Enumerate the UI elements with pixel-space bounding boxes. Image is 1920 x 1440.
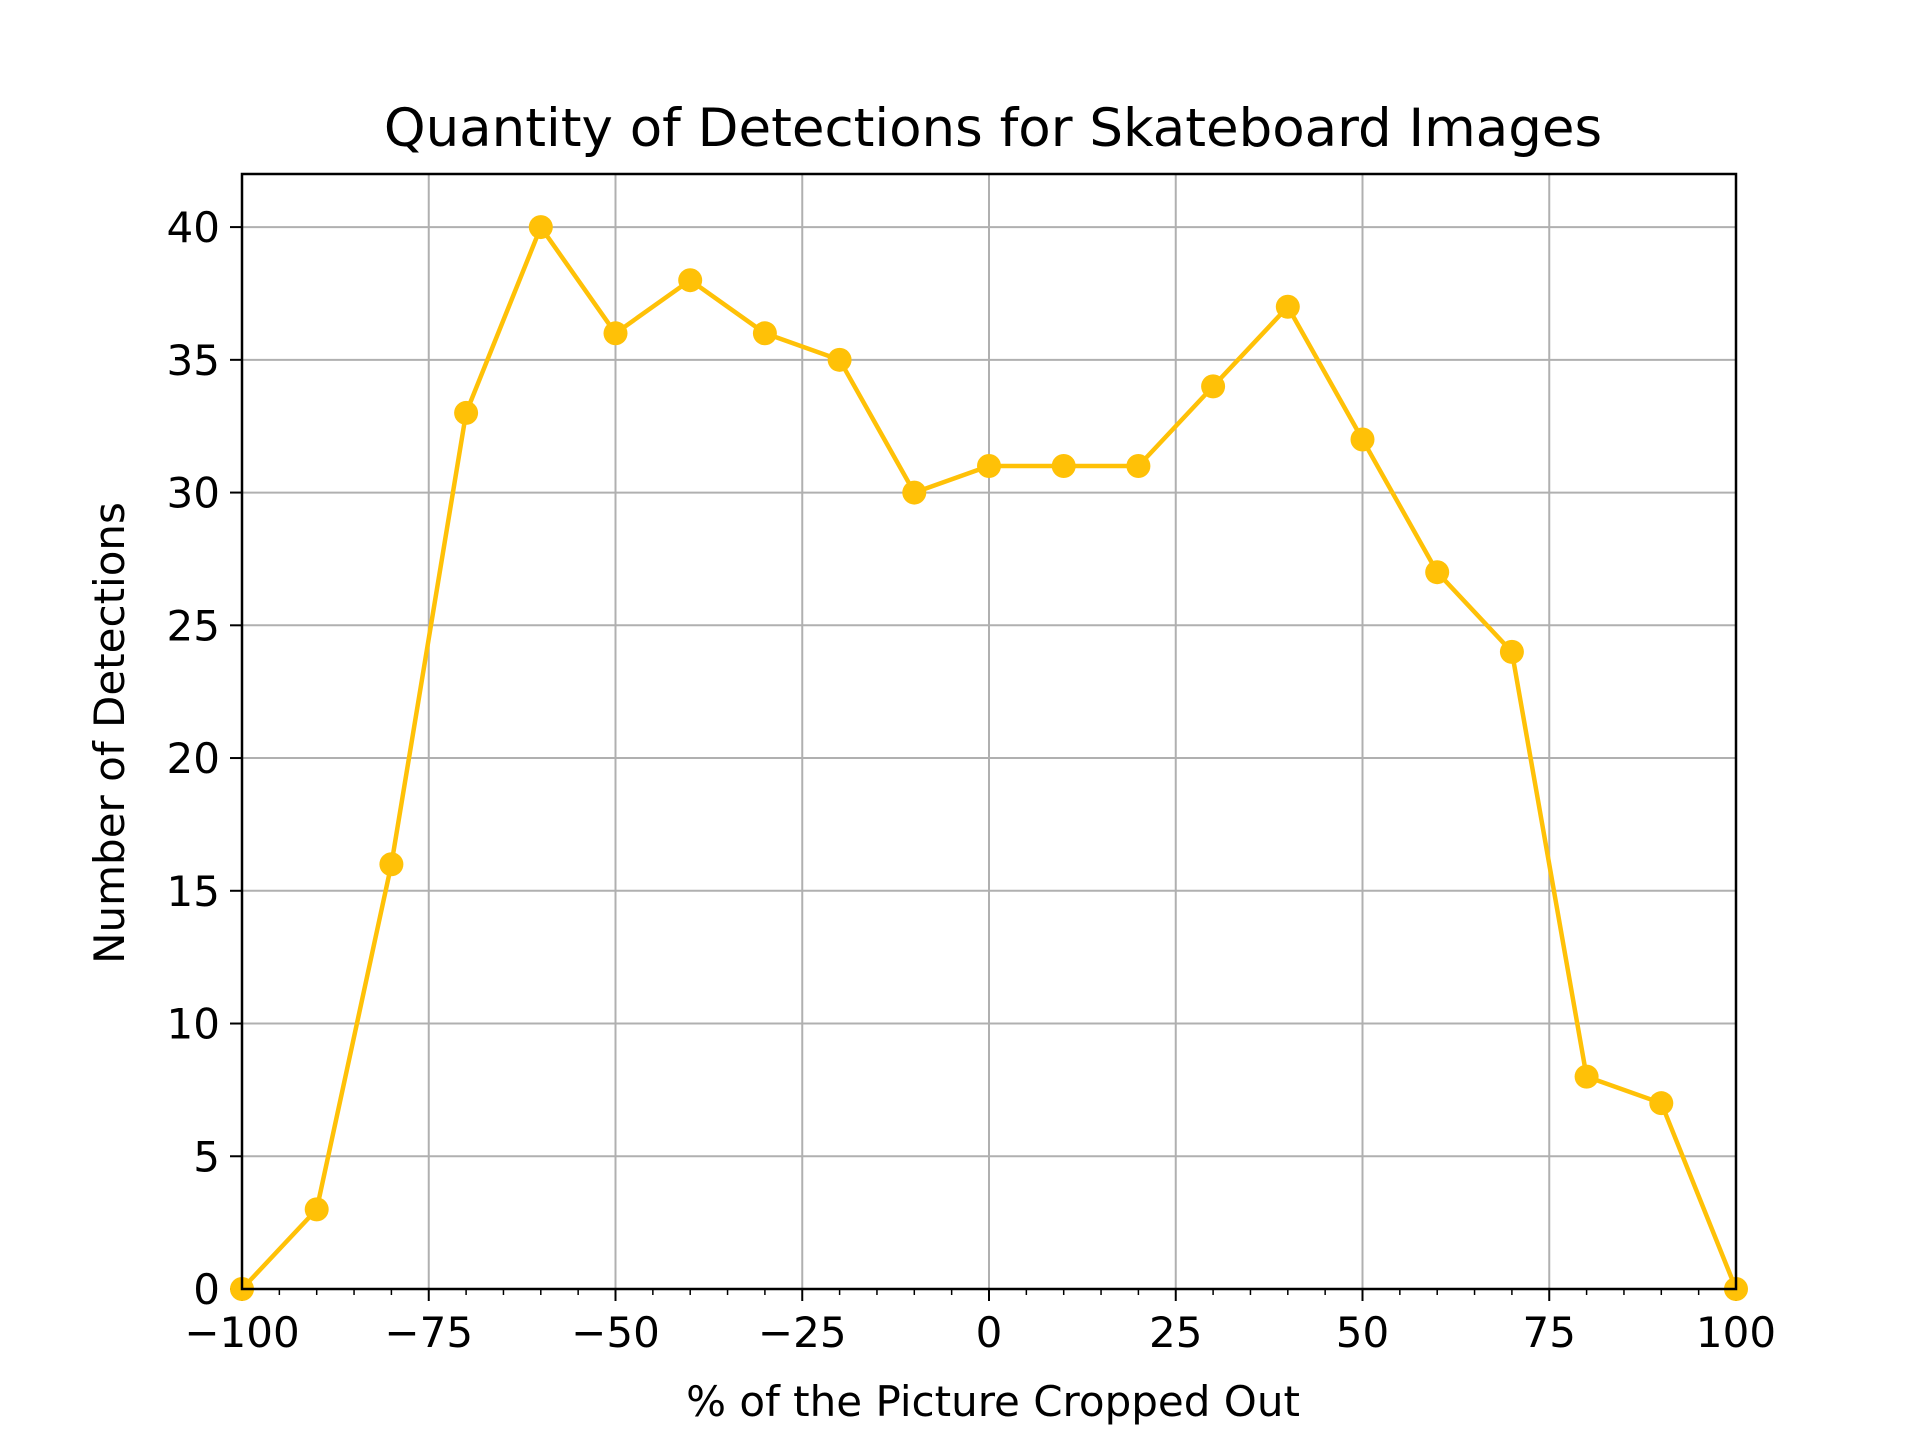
x-tick-label: 50	[1336, 1308, 1389, 1357]
data-point	[1051, 454, 1076, 479]
data-point	[454, 400, 479, 425]
plot-frame	[240, 172, 1738, 1291]
y-tick-label: 35	[167, 336, 220, 385]
y-tick-label: 20	[167, 734, 220, 783]
x-tick-label: 75	[1523, 1308, 1576, 1357]
data-point	[1499, 639, 1524, 664]
ticks: −100 −75 −50 −25 0 25 50 75 100 0 5 10 15 20 25 30 35 40	[167, 203, 1777, 1357]
data-point	[528, 215, 553, 240]
data-point	[902, 480, 927, 505]
data-point	[1425, 560, 1450, 585]
grid	[241, 174, 1737, 1290]
data-point	[603, 321, 628, 346]
x-tick-label: −25	[758, 1308, 847, 1357]
x-tick-label: 0	[976, 1308, 1003, 1357]
data-point	[1126, 454, 1151, 479]
data-point	[1574, 1064, 1599, 1089]
y-tick-label: 15	[167, 867, 220, 916]
data-point	[1201, 374, 1226, 399]
x-tick-label: −50	[571, 1308, 660, 1357]
x-axis-label: % of the Picture Cropped Out	[686, 1377, 1300, 1426]
y-tick-label: 25	[167, 601, 220, 650]
x-tick-label: −75	[384, 1308, 473, 1357]
data-point	[678, 268, 703, 293]
y-tick-label: 40	[167, 203, 220, 252]
y-tick-label: 30	[167, 469, 220, 518]
data-point	[1649, 1091, 1674, 1116]
data-point	[1350, 427, 1375, 452]
y-tick-label: 10	[167, 1000, 220, 1049]
data-point	[304, 1197, 329, 1222]
x-tick-label: 25	[1149, 1308, 1202, 1357]
y-axis-label: Number of Detections	[85, 502, 134, 964]
data-point	[827, 347, 852, 372]
data-point	[1275, 294, 1300, 319]
data-point	[379, 852, 404, 877]
data-point	[977, 454, 1001, 479]
y-tick-label: 5	[193, 1132, 220, 1181]
data-point	[752, 321, 777, 346]
x-tick-label: −100	[184, 1308, 299, 1357]
chart-title: Quantity of Detections for Skateboard Im…	[384, 98, 1602, 159]
x-tick-label: 100	[1696, 1308, 1776, 1357]
y-tick-label: 0	[193, 1265, 220, 1314]
